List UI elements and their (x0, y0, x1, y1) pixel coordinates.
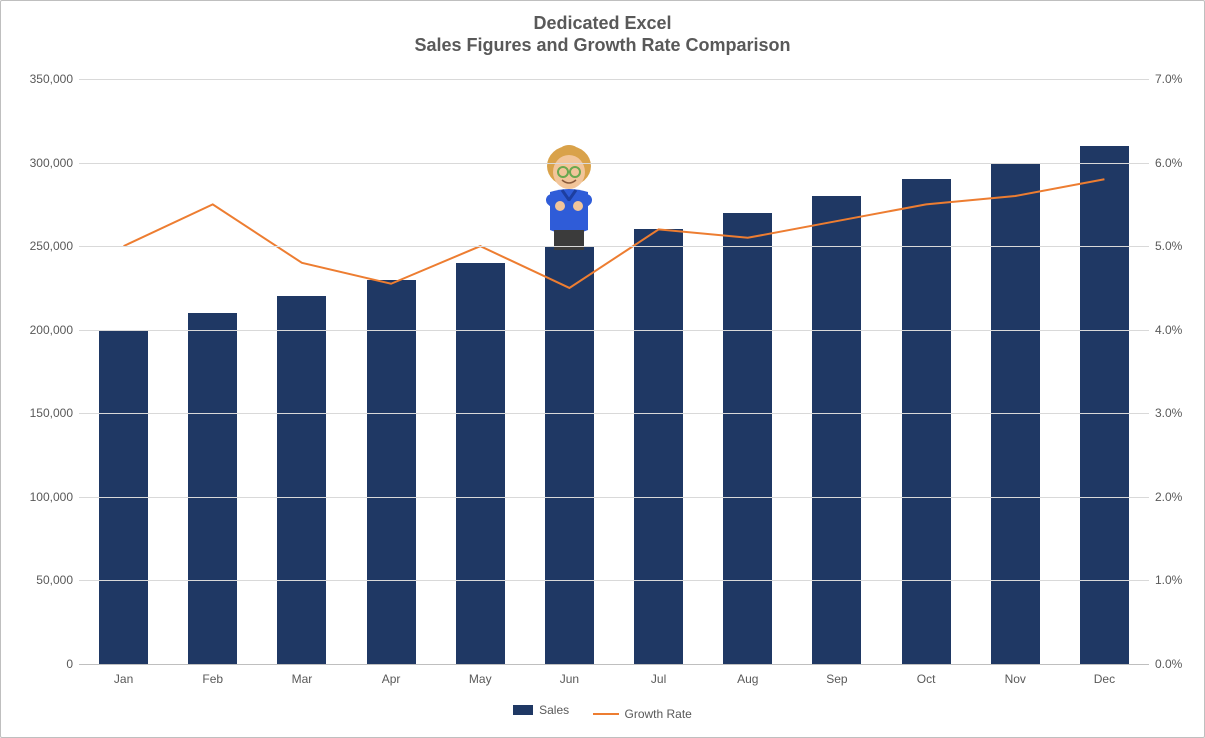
x-axis-label: May (469, 672, 492, 686)
y-axis-right-label: 4.0% (1155, 323, 1182, 337)
y-axis-left-label: 0 (66, 657, 73, 671)
chart-container: Dedicated Excel Sales Figures and Growth… (0, 0, 1205, 738)
x-axis-label: Oct (917, 672, 936, 686)
x-axis-label: Aug (737, 672, 758, 686)
y-axis-left-label: 300,000 (30, 156, 73, 170)
y-axis-left-label: 100,000 (30, 490, 73, 504)
y-axis-right-label: 1.0% (1155, 573, 1182, 587)
chart-title-line1: Dedicated Excel (1, 13, 1204, 35)
y-axis-right-label: 2.0% (1155, 490, 1182, 504)
gridline (79, 163, 1149, 164)
growth-line (124, 179, 1105, 288)
gridline (79, 580, 1149, 581)
x-axis-label: Jul (651, 672, 666, 686)
gridline (79, 664, 1149, 665)
legend-swatch-sales (513, 705, 533, 715)
avatar-decoration (530, 142, 608, 252)
x-axis-label: Feb (202, 672, 223, 686)
legend-label-growth: Growth Rate (625, 707, 692, 721)
y-axis-right-label: 3.0% (1155, 406, 1182, 420)
x-axis-label: Dec (1094, 672, 1115, 686)
x-axis-label: Mar (292, 672, 313, 686)
x-axis-label: Jan (114, 672, 133, 686)
legend-label-sales: Sales (539, 703, 569, 717)
legend-item-sales: Sales (513, 703, 569, 717)
x-axis-label: Sep (826, 672, 847, 686)
legend-line-growth (593, 713, 619, 715)
gridline (79, 413, 1149, 414)
chart-title-block: Dedicated Excel Sales Figures and Growth… (1, 1, 1204, 56)
gridline (79, 246, 1149, 247)
y-axis-left-label: 150,000 (30, 406, 73, 420)
plot-area: 00.0%50,0001.0%100,0002.0%150,0003.0%200… (79, 79, 1149, 664)
y-axis-left-label: 50,000 (36, 573, 73, 587)
y-axis-left-label: 200,000 (30, 323, 73, 337)
x-axis-label: Apr (382, 672, 401, 686)
gridline (79, 79, 1149, 80)
legend: Sales Growth Rate (1, 703, 1204, 721)
y-axis-right-label: 0.0% (1155, 657, 1182, 671)
x-axis-label: Nov (1005, 672, 1026, 686)
legend-item-growth: Growth Rate (593, 707, 692, 721)
chart-title-line2: Sales Figures and Growth Rate Comparison (1, 35, 1204, 57)
y-axis-left-label: 250,000 (30, 239, 73, 253)
gridline (79, 330, 1149, 331)
y-axis-left-label: 350,000 (30, 72, 73, 86)
y-axis-right-label: 5.0% (1155, 239, 1182, 253)
y-axis-right-label: 6.0% (1155, 156, 1182, 170)
x-axis-label: Jun (560, 672, 579, 686)
gridline (79, 497, 1149, 498)
line-layer (79, 79, 1149, 664)
y-axis-right-label: 7.0% (1155, 72, 1182, 86)
